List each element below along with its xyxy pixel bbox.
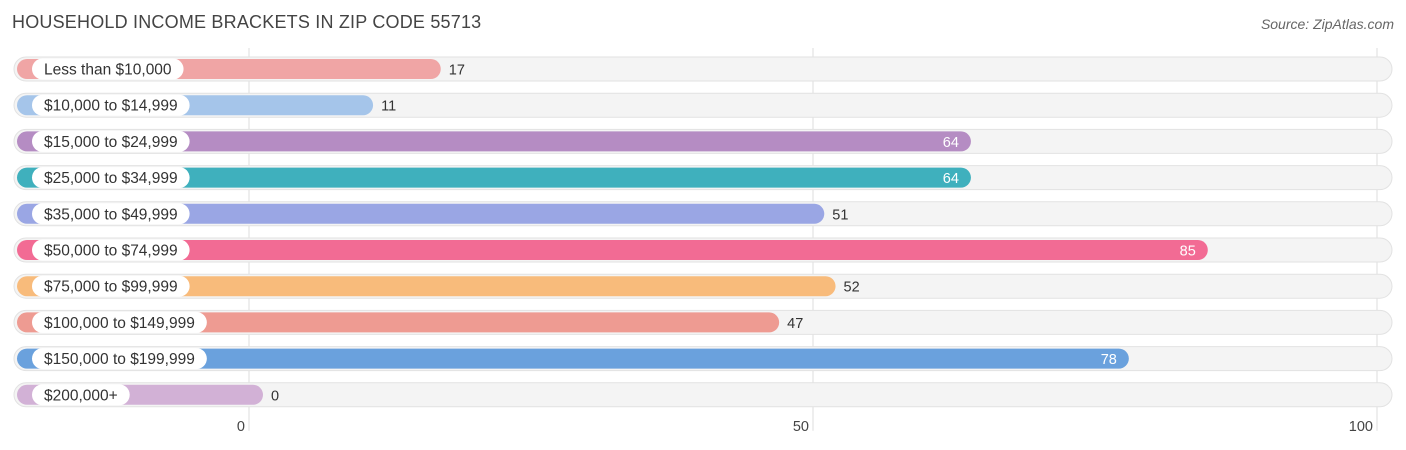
category-label-pill — [32, 167, 190, 189]
category-label: $150,000 to $199,999 — [44, 351, 195, 368]
category-label-pill — [32, 384, 130, 406]
category-label-pill — [32, 203, 190, 225]
value-label: 11 — [381, 99, 396, 115]
x-tick-label: 0 — [237, 419, 245, 435]
category-label: $15,000 to $24,999 — [44, 134, 178, 151]
category-label-pill — [32, 130, 190, 152]
category-label-pill — [32, 311, 207, 333]
x-axis: 0 50 100 — [237, 419, 1373, 435]
bar-row: $15,000 to $24,999 64 — [13, 128, 1393, 154]
category-label-pill — [32, 239, 190, 261]
category-label: $25,000 to $34,999 — [44, 170, 178, 187]
category-label-pill — [32, 348, 207, 370]
bar — [17, 240, 1208, 260]
x-tick-label: 100 — [1349, 419, 1373, 435]
bar-row: $75,000 to $99,999 52 — [13, 273, 1393, 299]
value-label: 64 — [943, 171, 959, 187]
value-label: 64 — [943, 135, 959, 151]
rows-layer: Less than $10,000 17$10,000 to $14,999 11$… — [13, 56, 1393, 408]
bar-row: $200,000+ 0 — [13, 382, 1393, 408]
bar-row: $100,000 to $149,999 47 — [13, 309, 1393, 335]
category-label: $10,000 to $14,999 — [44, 98, 178, 115]
category-label: Less than $10,000 — [44, 62, 172, 79]
category-label-pill — [32, 58, 184, 80]
chart-title: HOUSEHOLD INCOME BRACKETS IN ZIP CODE 55… — [12, 12, 482, 32]
bar-row: $10,000 to $14,999 11 — [13, 92, 1393, 118]
bar-row: $150,000 to $199,999 78 — [13, 346, 1393, 372]
bar — [17, 131, 971, 152]
category-label-pill — [32, 275, 190, 297]
bar-row: $25,000 to $34,999 64 — [13, 165, 1393, 191]
bar-track — [13, 382, 1393, 408]
bar — [17, 312, 780, 333]
value-label: 47 — [787, 316, 803, 332]
value-label: 52 — [844, 280, 860, 296]
value-label: 0 — [271, 388, 279, 404]
bar-row: Less than $10,000 17 — [13, 56, 1393, 82]
category-label: $35,000 to $49,999 — [44, 206, 178, 223]
value-label: 17 — [449, 63, 465, 79]
bar — [17, 167, 971, 188]
category-label: $200,000+ — [44, 387, 118, 404]
value-label: 78 — [1101, 352, 1117, 368]
value-label: 51 — [832, 207, 848, 223]
category-label: $75,000 to $99,999 — [44, 279, 178, 296]
category-label-pill — [32, 94, 190, 116]
x-tick-label: 50 — [793, 419, 809, 435]
value-label: 85 — [1180, 244, 1196, 260]
bar — [17, 276, 836, 297]
category-label: $50,000 to $74,999 — [44, 243, 178, 260]
category-label: $100,000 to $149,999 — [44, 315, 195, 332]
source-label: Source: ZipAtlas.com — [1260, 16, 1394, 32]
bar-row: $35,000 to $49,999 51 — [13, 201, 1393, 227]
bar — [17, 203, 825, 224]
bar-row: $50,000 to $74,999 85 — [13, 237, 1393, 263]
bar — [17, 348, 1129, 369]
